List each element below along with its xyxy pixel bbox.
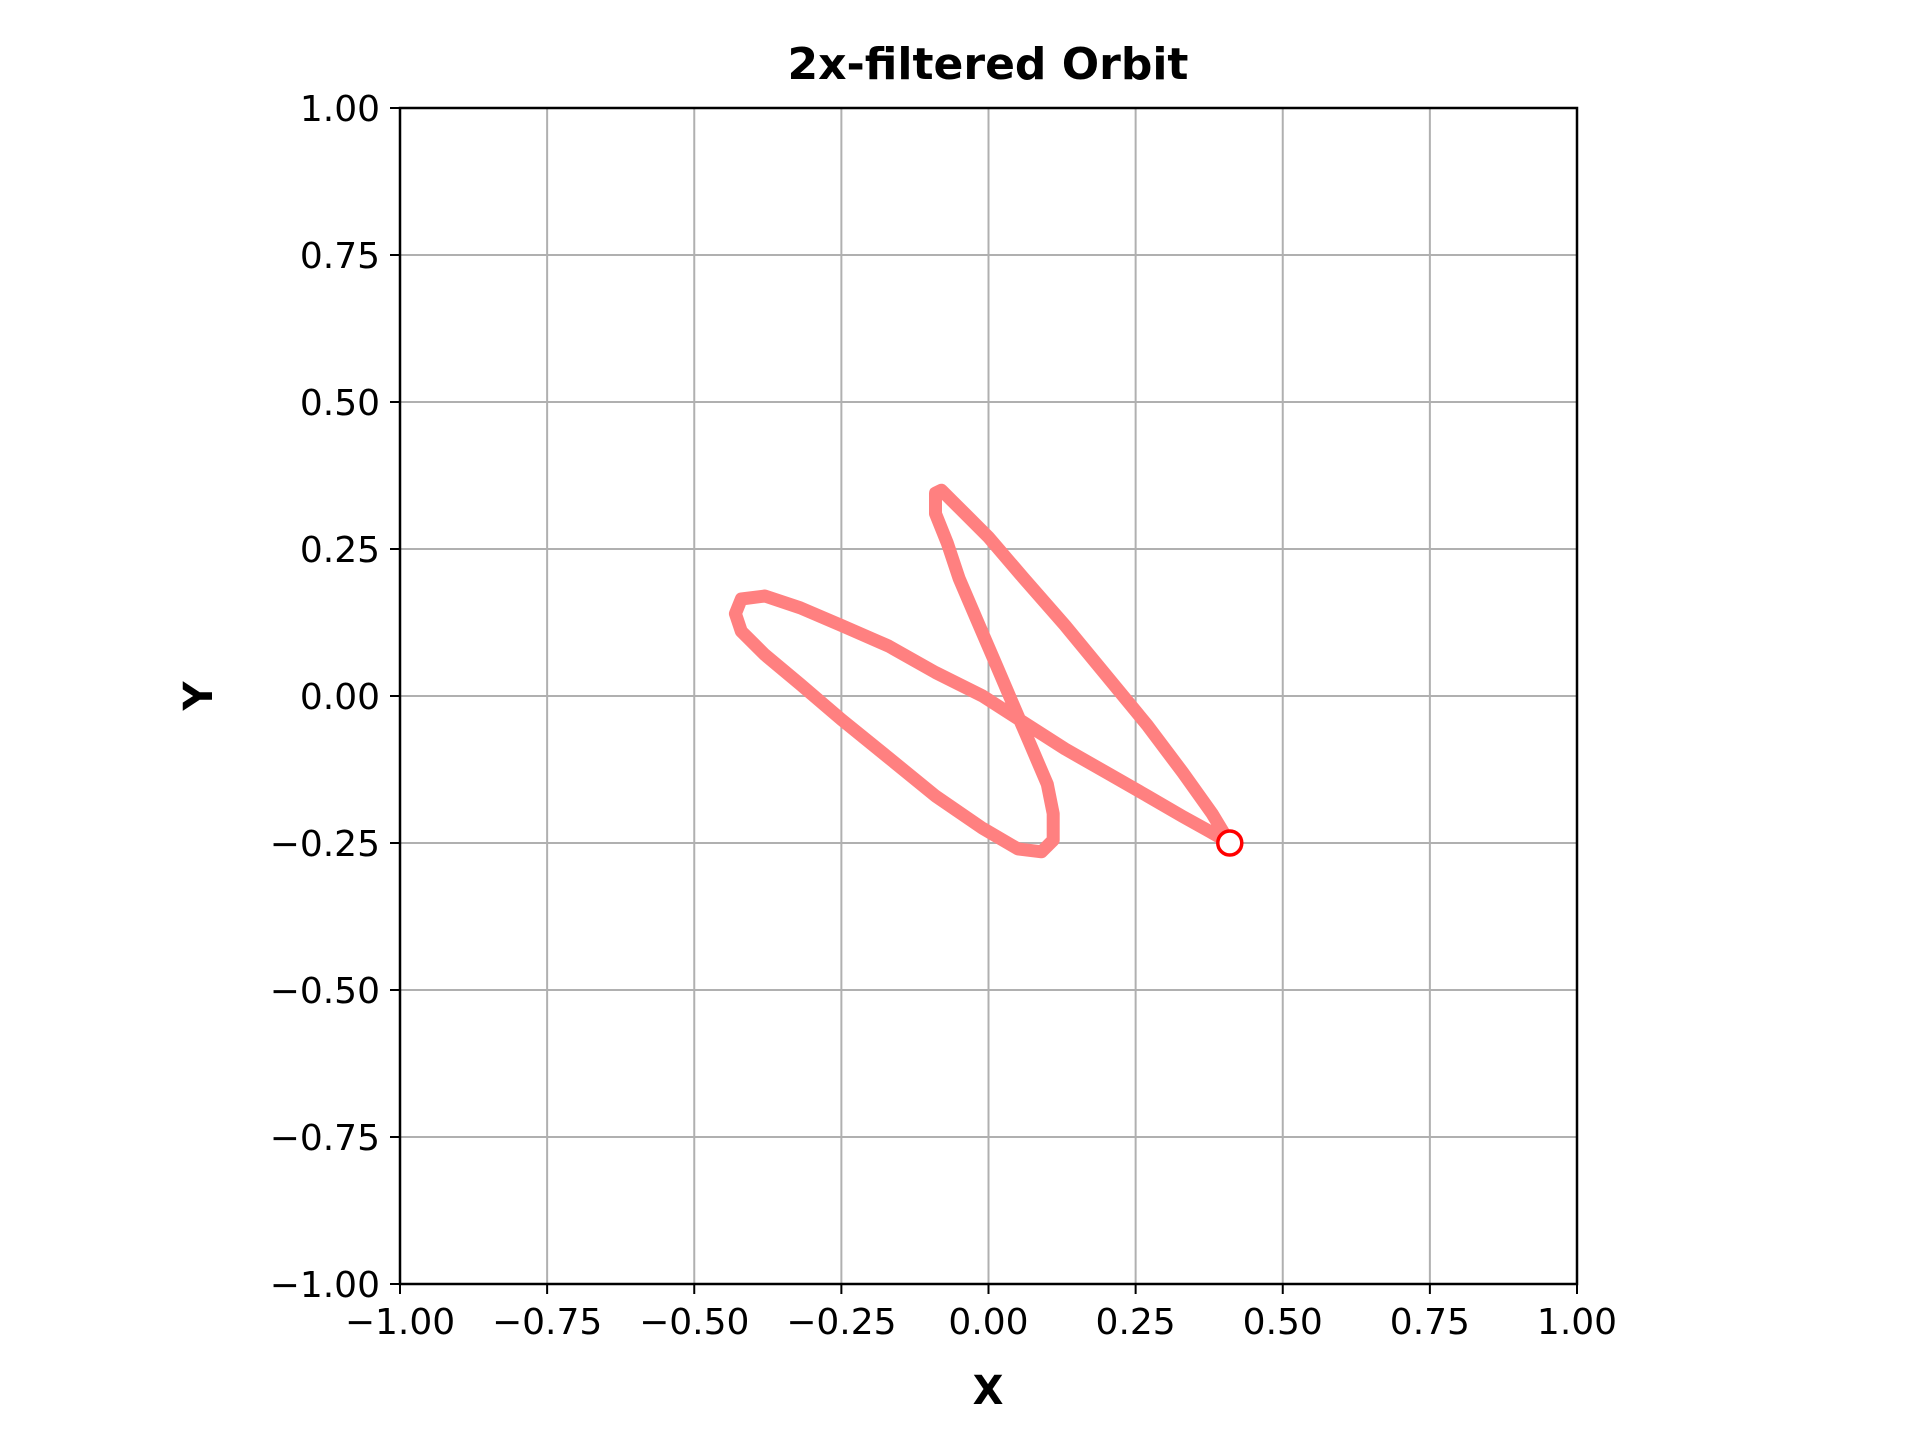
- y-tick-label: 0.00: [300, 677, 380, 718]
- y-tick-label: −0.25: [270, 824, 380, 865]
- x-tick-label: −0.75: [492, 1302, 602, 1343]
- orbit-path: [728, 483, 1237, 859]
- x-tick-label: 1.00: [1537, 1302, 1617, 1343]
- x-tick-label: 0.00: [948, 1302, 1028, 1343]
- chart-title: 2x-filtered Orbit: [788, 39, 1189, 90]
- y-tick-label: −1.00: [270, 1265, 380, 1306]
- axis-ticks: −1.00 −0.75 −0.50 −0.25 0.00 0.25 0.50 0.75 1.00…: [270, 89, 1617, 1343]
- x-tick-label: −1.00: [345, 1302, 455, 1343]
- y-axis-label: Y: [176, 680, 222, 711]
- x-tick-label: −0.25: [786, 1302, 896, 1343]
- x-tick-label: 0.75: [1390, 1302, 1470, 1343]
- y-tick-label: 0.25: [300, 530, 380, 571]
- x-tick-label: 0.50: [1243, 1302, 1323, 1343]
- y-tick-label: −0.50: [270, 971, 380, 1012]
- y-tick-label: 0.75: [300, 236, 380, 277]
- x-axis-label: X: [973, 1368, 1004, 1414]
- y-tick-label: 1.00: [300, 89, 380, 130]
- y-tick-label: 0.50: [300, 383, 380, 424]
- series-layer: [728, 483, 1244, 859]
- y-tick-label: −0.75: [270, 1118, 380, 1159]
- current-position-marker: [1216, 829, 1244, 857]
- x-tick-label: 0.25: [1096, 1302, 1176, 1343]
- x-tick-label: −0.50: [639, 1302, 749, 1343]
